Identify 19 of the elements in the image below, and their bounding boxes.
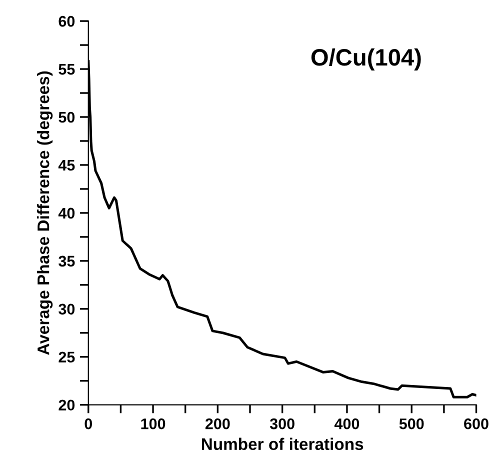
x-tick-label: 300 <box>270 418 294 430</box>
y-tick-label: 45 <box>58 160 75 171</box>
x-axis-title: Number of iterations <box>202 438 364 450</box>
y-tick-label: 55 <box>58 64 75 75</box>
x-tick-label: 400 <box>334 418 360 430</box>
y-tick-label: 20 <box>58 400 75 411</box>
y-axis-title: Average Phase Difference (degrees) <box>37 71 53 355</box>
y-tick-label: 25 <box>58 352 75 363</box>
x-tick-label: 500 <box>399 418 424 430</box>
y-tick-label: 50 <box>58 112 75 123</box>
text: O/Cu(104) <box>311 48 421 70</box>
y-tick-label: 60 <box>58 16 75 27</box>
x-tick-label: 600 <box>464 418 488 430</box>
x-tick-label: 100 <box>141 418 166 430</box>
x-tick-label: 200 <box>205 418 230 430</box>
y-tick-label: 35 <box>58 256 75 267</box>
y-tick-label: 30 <box>58 304 75 315</box>
y-tick-label: 40 <box>58 208 75 219</box>
x-tick-label: 0 <box>84 418 92 430</box>
